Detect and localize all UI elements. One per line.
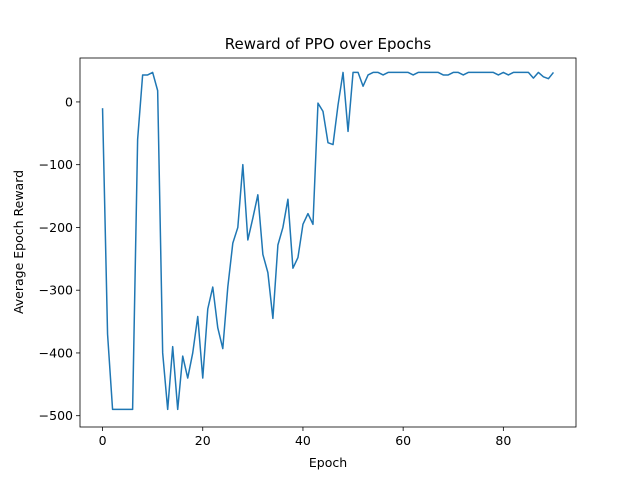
y-axis-label: Average Epoch Reward xyxy=(11,170,26,314)
chart-title: Reward of PPO over Epochs xyxy=(225,35,432,53)
plot-frame xyxy=(79,57,577,428)
y-tick-label: −500 xyxy=(39,408,73,423)
x-tick-label: 0 xyxy=(99,433,107,448)
x-axis-label: Epoch xyxy=(309,455,347,470)
x-tick-label: 60 xyxy=(395,433,411,448)
y-axis-ticks: −500 −400 −300 −200 −100 0 xyxy=(39,94,80,423)
y-tick-label: −300 xyxy=(39,283,73,298)
x-axis-ticks: 0 20 40 60 80 xyxy=(99,427,511,448)
y-tick-label: 0 xyxy=(65,94,73,109)
x-tick-label: 80 xyxy=(495,433,511,448)
y-tick-label: −200 xyxy=(39,220,73,235)
y-tick-label: −100 xyxy=(39,157,73,172)
plot-area xyxy=(101,71,555,411)
y-tick-label: −400 xyxy=(39,345,73,360)
x-tick-label: 40 xyxy=(295,433,311,448)
series-line-0 xyxy=(101,71,555,411)
x-tick-label: 20 xyxy=(195,433,211,448)
